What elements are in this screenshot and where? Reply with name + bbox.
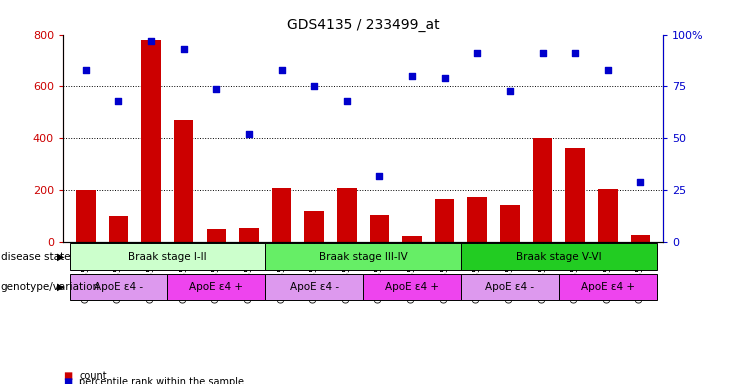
Point bbox=[113, 98, 124, 104]
Bar bbox=[174, 120, 193, 242]
Point bbox=[308, 83, 320, 89]
Bar bbox=[370, 215, 389, 242]
Text: Braak stage I-II: Braak stage I-II bbox=[128, 252, 207, 262]
Text: ApoE ε4 -: ApoE ε4 - bbox=[290, 282, 339, 292]
Bar bbox=[70, 243, 265, 270]
Point bbox=[439, 75, 451, 81]
Point bbox=[634, 179, 646, 185]
Bar bbox=[167, 274, 265, 300]
Bar bbox=[533, 139, 552, 242]
Bar bbox=[239, 228, 259, 242]
Point bbox=[243, 131, 255, 137]
Text: ▶: ▶ bbox=[57, 282, 64, 292]
Point bbox=[178, 46, 190, 52]
Bar bbox=[207, 229, 226, 242]
Bar bbox=[265, 243, 461, 270]
Bar bbox=[461, 274, 559, 300]
Text: Braak stage V-VI: Braak stage V-VI bbox=[516, 252, 602, 262]
Bar bbox=[435, 199, 454, 242]
Bar bbox=[598, 189, 617, 242]
Bar bbox=[142, 40, 161, 242]
Text: ApoE ε4 +: ApoE ε4 + bbox=[581, 282, 635, 292]
Text: count: count bbox=[79, 371, 107, 381]
Text: ▶: ▶ bbox=[57, 252, 64, 262]
Point bbox=[341, 98, 353, 104]
Text: Braak stage III-IV: Braak stage III-IV bbox=[319, 252, 408, 262]
Bar bbox=[559, 274, 657, 300]
Point bbox=[504, 88, 516, 94]
Text: ApoE ε4 -: ApoE ε4 - bbox=[94, 282, 143, 292]
Bar bbox=[76, 190, 96, 242]
Text: ApoE ε4 -: ApoE ε4 - bbox=[485, 282, 534, 292]
Bar bbox=[631, 235, 650, 242]
Point bbox=[471, 50, 483, 56]
Point bbox=[373, 173, 385, 179]
Point bbox=[210, 86, 222, 92]
Point bbox=[602, 67, 614, 73]
Bar bbox=[109, 216, 128, 242]
Text: percentile rank within the sample: percentile rank within the sample bbox=[79, 377, 245, 384]
Bar bbox=[565, 147, 585, 242]
Text: ■: ■ bbox=[63, 377, 72, 384]
Text: ApoE ε4 +: ApoE ε4 + bbox=[385, 282, 439, 292]
Bar bbox=[461, 243, 657, 270]
Bar bbox=[265, 274, 363, 300]
Text: genotype/variation: genotype/variation bbox=[1, 282, 100, 292]
Point bbox=[536, 50, 548, 56]
Bar bbox=[402, 236, 422, 242]
Text: ■: ■ bbox=[63, 371, 72, 381]
Bar bbox=[305, 211, 324, 242]
Point bbox=[80, 67, 92, 73]
Bar bbox=[272, 188, 291, 242]
Point bbox=[569, 50, 581, 56]
Point bbox=[276, 67, 288, 73]
Bar bbox=[500, 205, 519, 242]
Title: GDS4135 / 233499_at: GDS4135 / 233499_at bbox=[287, 18, 439, 32]
Text: ApoE ε4 +: ApoE ε4 + bbox=[189, 282, 243, 292]
Bar bbox=[468, 197, 487, 242]
Point bbox=[406, 73, 418, 79]
Text: disease state: disease state bbox=[1, 252, 70, 262]
Bar bbox=[363, 274, 461, 300]
Bar bbox=[70, 274, 167, 300]
Point bbox=[145, 38, 157, 44]
Bar bbox=[337, 188, 356, 242]
